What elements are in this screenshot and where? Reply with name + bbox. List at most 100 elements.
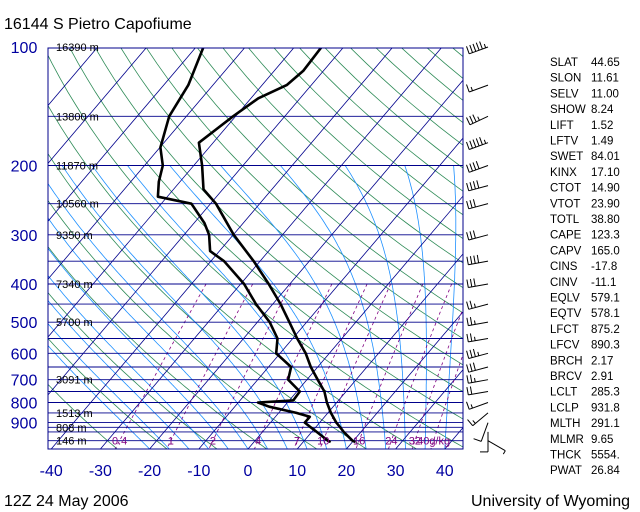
- mixing-ratio-line: [166, 283, 254, 449]
- barb-flag: [469, 363, 473, 372]
- wind-barb: [466, 278, 489, 288]
- date-label: 12Z 24 May 2006: [4, 493, 129, 510]
- moist-adiabat: [280, 165, 387, 449]
- barb-flag: [469, 256, 473, 265]
- barb-flag: [466, 387, 469, 395]
- index-value: 23.90: [591, 198, 620, 210]
- index-value: 2.91: [591, 371, 613, 383]
- index-value: 579.1: [591, 293, 620, 305]
- dry-adiabat: [273, 48, 463, 216]
- wind-barb: [466, 317, 489, 327]
- mixing-ratio-label: 32: [409, 436, 421, 448]
- dry-adiabat: [69, 48, 463, 420]
- moist-adiabat: [344, 165, 406, 449]
- barb-flag: [479, 137, 483, 145]
- index-value: -17.8: [591, 261, 617, 273]
- barb-flag: [467, 419, 474, 427]
- barb-flag: [466, 182, 470, 191]
- barb-flag: [466, 200, 470, 209]
- wind-barb: [466, 114, 489, 126]
- barb-flag: [466, 375, 469, 384]
- plot-frame: [47, 47, 464, 450]
- wind-barb: [480, 431, 489, 453]
- temperature-tick-label: 10: [288, 463, 306, 480]
- wind-barb: [466, 41, 489, 55]
- wind-barb: [466, 386, 489, 396]
- temperature-tick-label: 30: [387, 463, 405, 480]
- mixing-ratio-label: 10: [317, 436, 329, 448]
- barb-flag: [475, 42, 480, 51]
- barb-flag: [472, 43, 477, 52]
- barb-flag: [469, 231, 473, 240]
- index-label: TOTL: [550, 214, 580, 226]
- barb-flag: [475, 161, 480, 169]
- barb-flag: [472, 199, 476, 208]
- barb-flag: [466, 256, 469, 265]
- mixing-ratio-label: 40g/kg: [417, 436, 450, 448]
- mixing-ratio-label: 16: [353, 436, 365, 448]
- index-label: EQTV: [550, 308, 582, 320]
- pressure-tick-label: 700: [11, 373, 38, 390]
- isotherm: [48, 48, 147, 164]
- dry-adiabat: [222, 48, 463, 264]
- index-value: 14.90: [591, 183, 620, 195]
- index-value: 11.61: [591, 73, 619, 85]
- index-value: 875.2: [591, 324, 620, 336]
- dry-adiabat: [48, 383, 118, 449]
- moist-adiabat: [48, 217, 249, 449]
- wind-barb: [466, 348, 489, 359]
- barb-flag: [466, 232, 470, 241]
- height-label: 9350 m: [56, 230, 93, 242]
- isotherm: [149, 79, 463, 449]
- mixing-ratio-line: [319, 283, 391, 449]
- index-label: SHOW: [550, 104, 586, 116]
- index-value: 291.1: [591, 418, 620, 430]
- wind-barb: [466, 300, 489, 310]
- barb-flag: [469, 386, 473, 395]
- height-label: 3091 m: [56, 375, 93, 387]
- barb-flag: [466, 350, 470, 359]
- dry-adiabat: [48, 104, 417, 449]
- barb-flag: [466, 364, 470, 373]
- barb-flag: [469, 349, 473, 358]
- barb-half-flag: [473, 303, 476, 308]
- index-value: 931.8: [591, 402, 620, 414]
- height-label: 5700 m: [56, 317, 93, 329]
- pressure-tick-label: 900: [11, 416, 38, 433]
- index-value: 11.00: [591, 88, 619, 100]
- dry-adiabat: [48, 292, 218, 449]
- index-label: CINS: [550, 261, 578, 273]
- index-value: 44.65: [591, 57, 620, 69]
- index-value: 578.1: [591, 308, 620, 320]
- moist-adiabat: [48, 247, 229, 449]
- barb-staff: [487, 440, 506, 452]
- dry-adiabat: [196, 48, 463, 289]
- index-label: SLAT: [550, 57, 578, 69]
- index-value: 2.17: [591, 355, 613, 367]
- height-label: 11870 m: [56, 161, 98, 173]
- mixing-ratio-label: 1: [168, 436, 174, 448]
- index-label: CINV: [550, 277, 578, 289]
- index-value: 5554.: [591, 450, 620, 462]
- dewpoint-trace: [156, 48, 332, 444]
- isotherm: [48, 48, 245, 280]
- moist-adiabat: [91, 165, 308, 449]
- barb-half-flag: [474, 336, 476, 341]
- moist-adiabat: [48, 274, 209, 449]
- barb-flag: [472, 139, 477, 148]
- mixing-ratio-line: [388, 283, 453, 449]
- mixing-ratio-line: [355, 283, 424, 449]
- index-label: LCLT: [550, 387, 577, 399]
- barb-half-flag: [472, 420, 476, 424]
- isotherm: [395, 369, 463, 449]
- barb-flag: [476, 180, 480, 189]
- wind-barb: [466, 230, 489, 241]
- index-label: KINX: [550, 167, 577, 179]
- temperature-tick-label: 20: [338, 463, 356, 480]
- barb-half-flag: [502, 450, 506, 455]
- height-label: 13800 m: [56, 111, 99, 123]
- index-label: LCLP: [550, 402, 579, 414]
- index-value: 84.01: [591, 151, 620, 163]
- barb-flag: [466, 84, 470, 93]
